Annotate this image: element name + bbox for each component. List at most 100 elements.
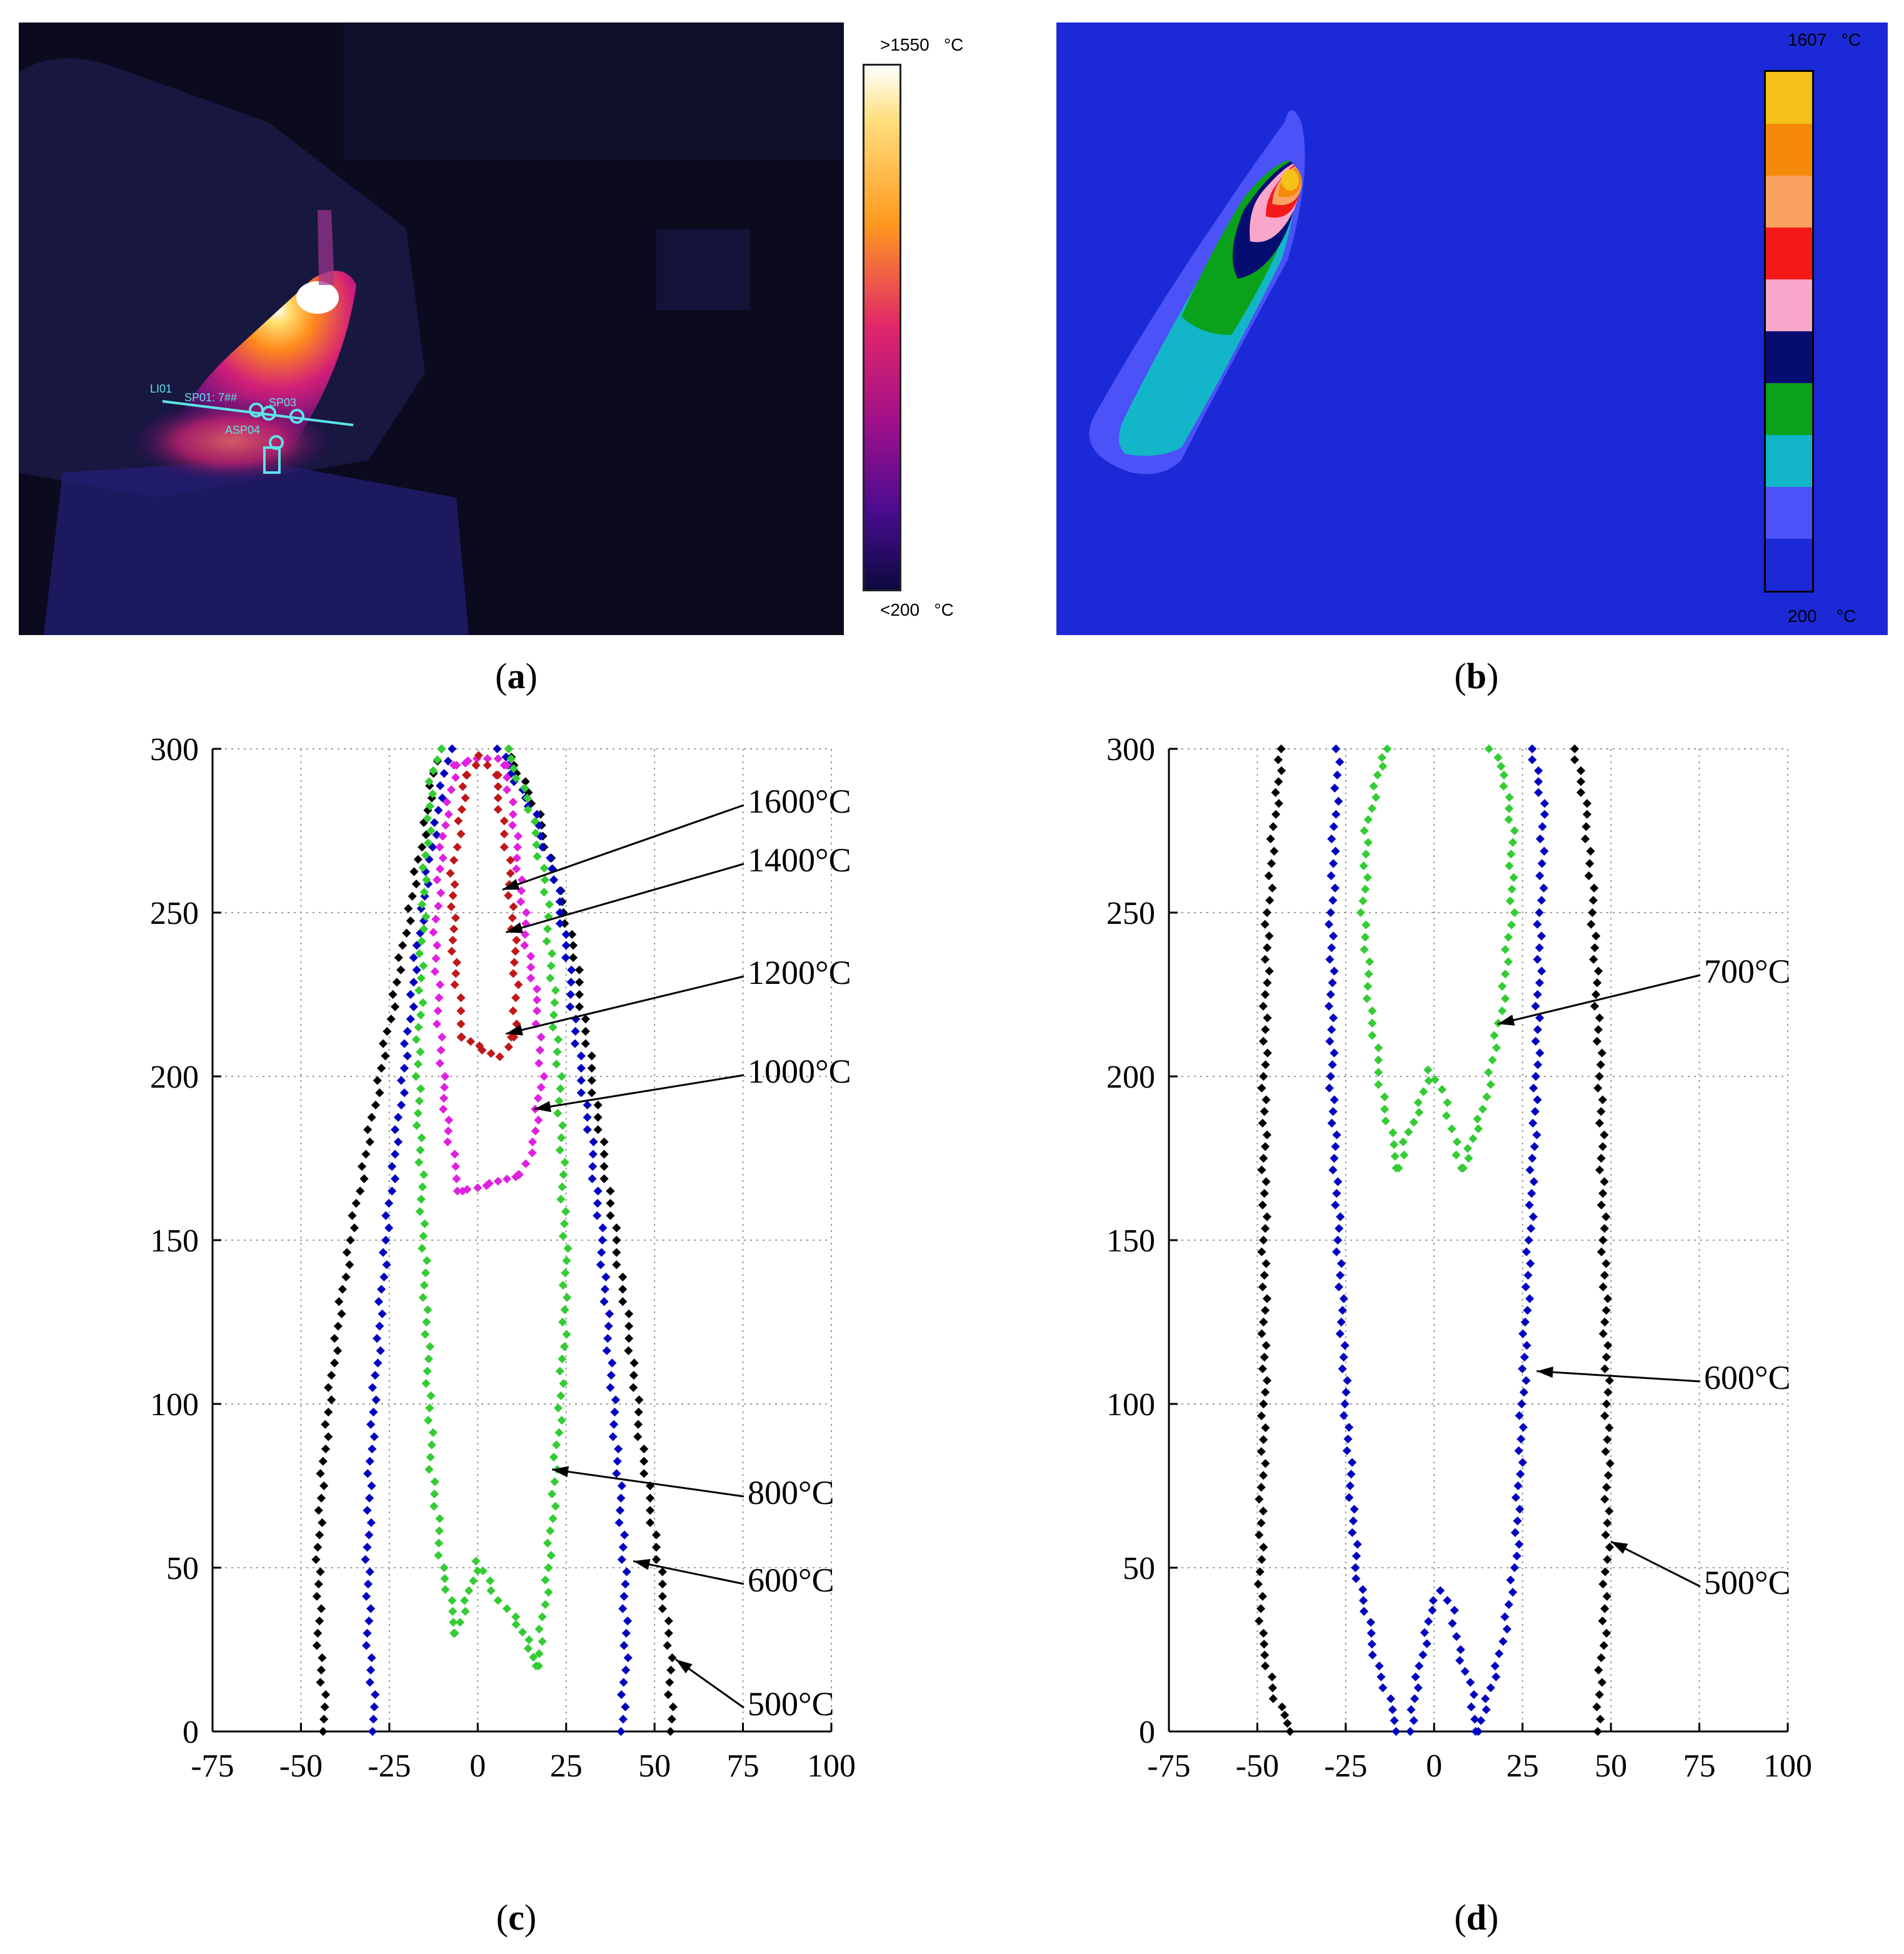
point xyxy=(1596,1060,1605,1070)
point xyxy=(361,1150,371,1159)
point xyxy=(1265,966,1274,976)
arrow-5 xyxy=(633,1560,744,1585)
point xyxy=(544,1563,553,1573)
point xyxy=(416,1195,426,1204)
point xyxy=(1452,1137,1462,1146)
point xyxy=(438,831,448,841)
chart-d: -75 -50 -25 0 25 50 75 100 0 50 100 150 200 250 300 700… xyxy=(1106,732,1812,1784)
point xyxy=(1348,1528,1357,1537)
y-tick-label-0: 0 xyxy=(183,1715,199,1750)
point xyxy=(509,969,518,978)
point xyxy=(1596,1715,1605,1724)
point xyxy=(374,1297,383,1306)
point xyxy=(534,1115,543,1125)
point xyxy=(1481,1694,1490,1703)
point xyxy=(1598,1189,1608,1198)
point xyxy=(1525,1165,1535,1175)
upper-structure xyxy=(344,23,844,160)
point xyxy=(599,1150,609,1159)
point xyxy=(1576,788,1586,797)
point xyxy=(333,1346,343,1355)
caption-d-letter: d xyxy=(1466,1897,1487,1938)
point xyxy=(312,1591,321,1601)
point xyxy=(499,829,509,839)
point xyxy=(618,1543,628,1552)
point xyxy=(1328,1060,1337,1070)
point xyxy=(511,946,520,956)
point xyxy=(1595,1118,1605,1128)
x-tick-label-7: 100 xyxy=(807,1748,856,1784)
point xyxy=(1598,1616,1607,1626)
point xyxy=(521,1159,531,1168)
point xyxy=(1260,919,1270,929)
arrowhead-5 xyxy=(633,1558,651,1570)
point xyxy=(1270,846,1279,856)
point xyxy=(451,913,460,923)
point xyxy=(373,1076,382,1085)
point xyxy=(508,1006,518,1016)
point xyxy=(493,1596,503,1605)
point xyxy=(439,1093,449,1103)
point xyxy=(1356,908,1365,918)
point xyxy=(1326,1071,1335,1081)
colorbar-b-max: 1607 °C xyxy=(1788,30,1861,50)
point xyxy=(1525,1200,1534,1210)
point xyxy=(1540,846,1549,856)
point xyxy=(1598,1142,1608,1151)
point xyxy=(555,886,564,896)
point xyxy=(1257,1247,1266,1256)
point xyxy=(314,1506,323,1515)
point xyxy=(618,1272,628,1282)
colorbar-b-min: 200 °C xyxy=(1788,606,1856,626)
point xyxy=(1499,781,1508,791)
colorbar-b xyxy=(1764,70,1814,593)
point xyxy=(1394,1163,1403,1173)
point xyxy=(555,1366,564,1376)
point xyxy=(1359,1596,1368,1605)
point xyxy=(426,1453,435,1462)
point xyxy=(1258,1364,1267,1373)
point xyxy=(1343,1435,1353,1444)
point xyxy=(368,1726,378,1736)
point xyxy=(383,1026,392,1036)
point xyxy=(448,891,458,900)
point xyxy=(1516,1470,1525,1479)
point xyxy=(439,1105,448,1114)
arrow-3 xyxy=(534,1074,744,1110)
point xyxy=(1265,931,1274,941)
point xyxy=(381,1235,391,1245)
point xyxy=(1255,1495,1264,1504)
point xyxy=(610,1408,619,1417)
point xyxy=(429,818,439,827)
y-tick-label-5: 250 xyxy=(1106,896,1155,931)
point xyxy=(1261,1177,1271,1186)
point xyxy=(1404,1128,1413,1137)
point xyxy=(456,993,466,1003)
point xyxy=(411,879,421,889)
point xyxy=(1363,873,1372,882)
point xyxy=(449,924,459,934)
point xyxy=(436,781,445,791)
point xyxy=(478,1046,487,1055)
point xyxy=(658,1591,667,1601)
caption-b-letter: b xyxy=(1466,656,1487,696)
point xyxy=(1596,1153,1606,1163)
point xyxy=(618,1604,628,1613)
point xyxy=(612,1235,621,1245)
point xyxy=(599,1137,609,1146)
point xyxy=(411,1071,421,1081)
point xyxy=(1260,1107,1269,1116)
point xyxy=(1360,1606,1369,1616)
overlay-label-li01: LI01 xyxy=(150,383,172,395)
point xyxy=(548,1490,557,1499)
x-tick-label-1: -50 xyxy=(1236,1748,1279,1784)
point xyxy=(576,1088,586,1098)
point xyxy=(1533,954,1542,964)
slag-pool-glow xyxy=(125,398,338,485)
ladle-silhouette xyxy=(44,460,469,635)
point xyxy=(1277,1702,1287,1711)
point xyxy=(1516,1435,1526,1444)
point xyxy=(1466,1678,1475,1687)
point xyxy=(418,1182,427,1191)
point xyxy=(528,1148,537,1158)
